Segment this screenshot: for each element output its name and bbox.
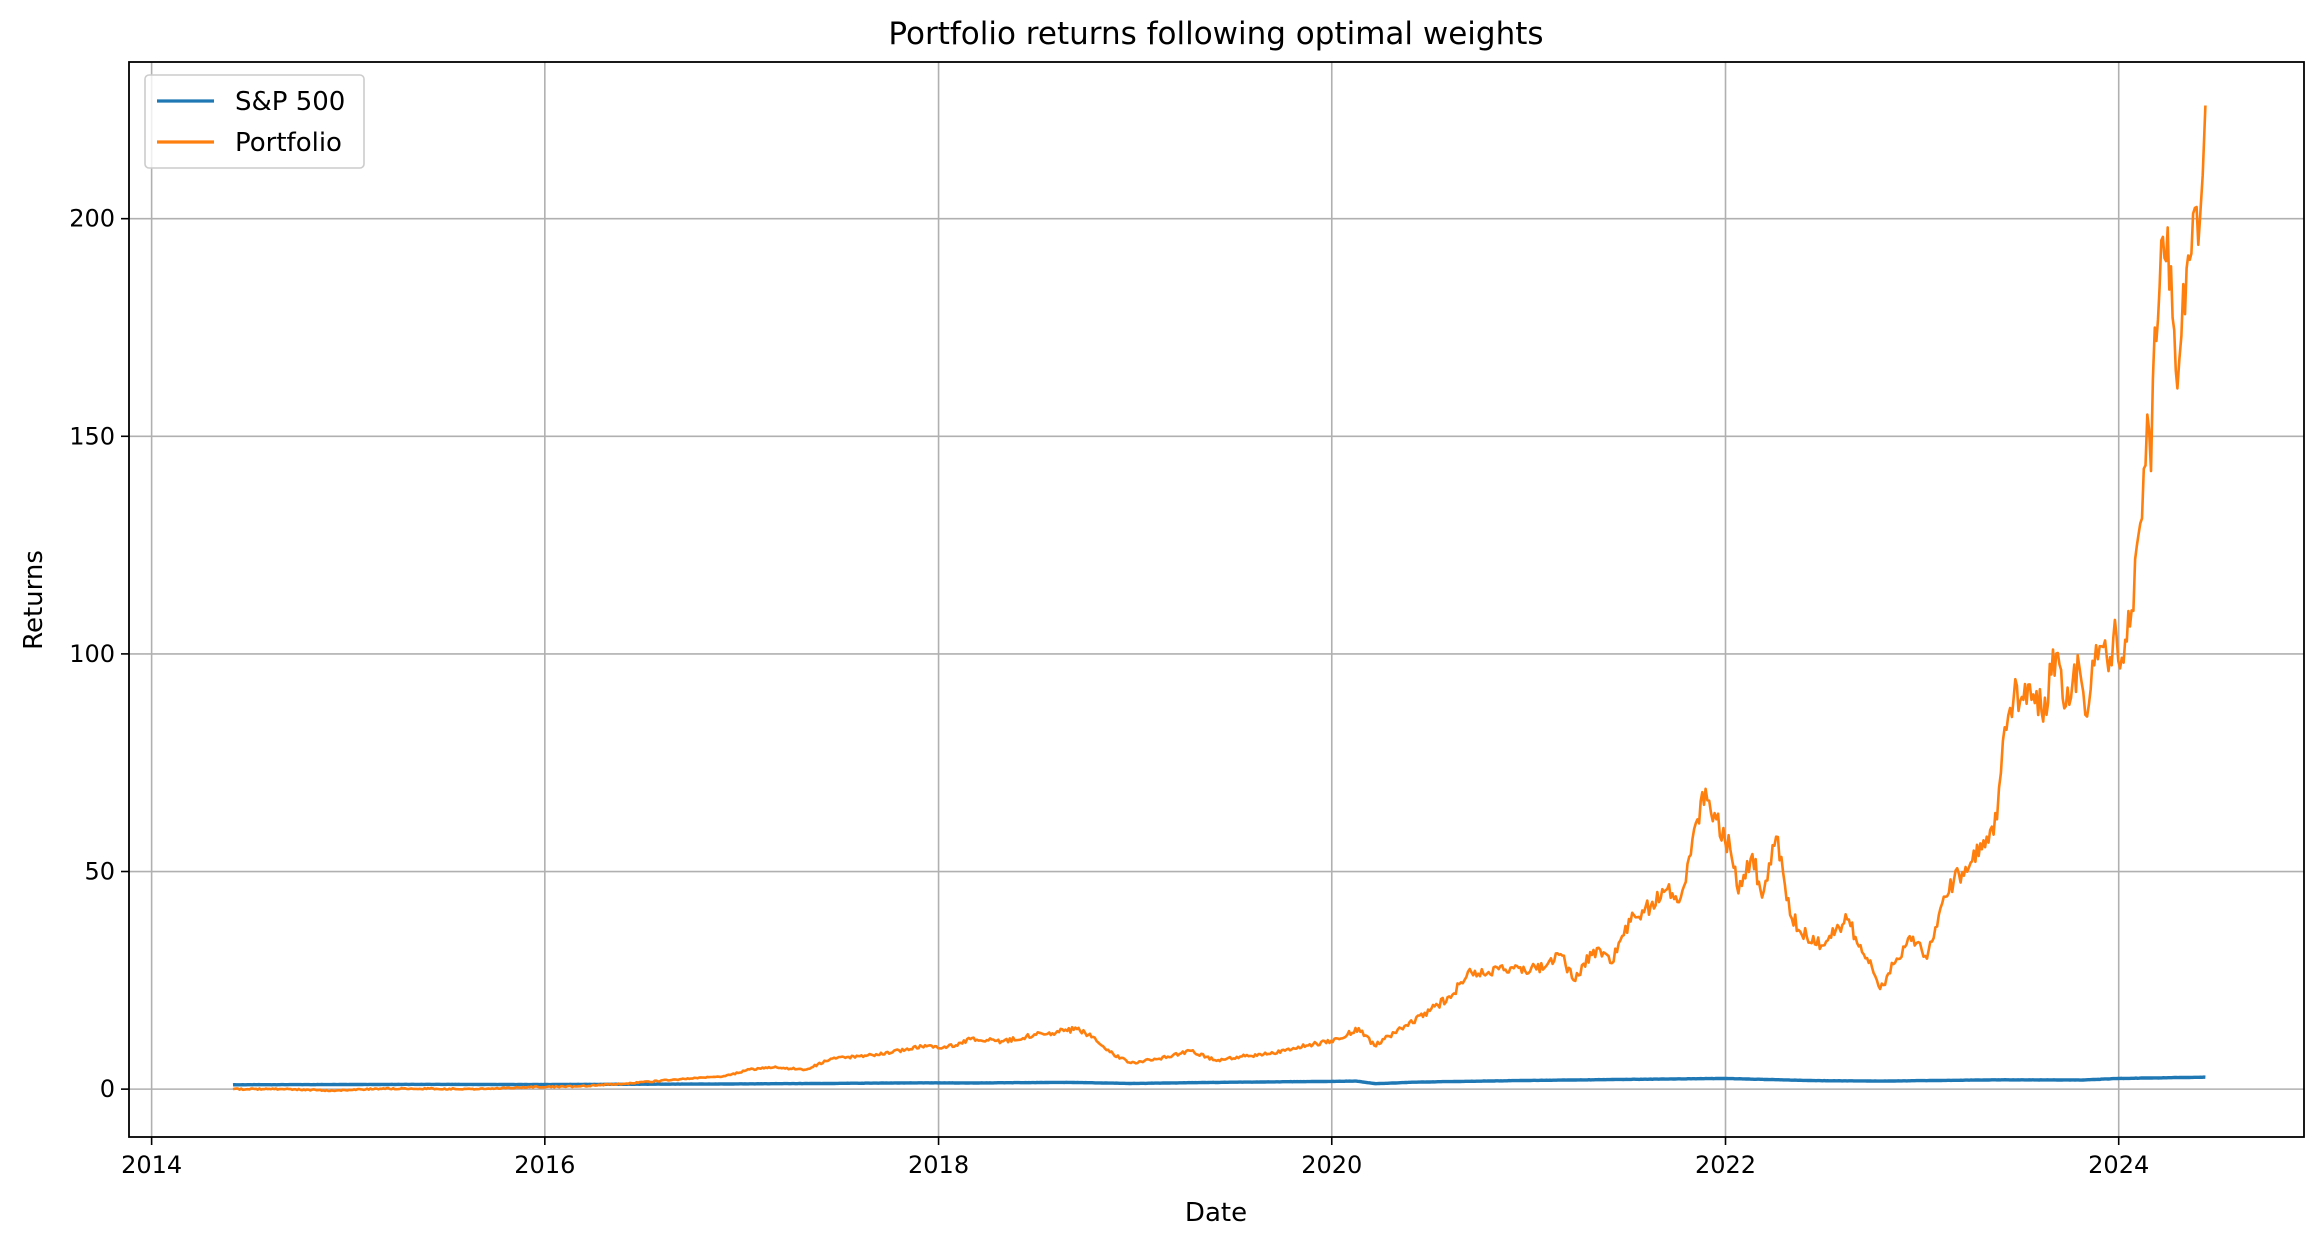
y-tick-label: 150 (69, 422, 115, 450)
y-axis-ticks: 0 50 100 150 200 (69, 205, 129, 1103)
legend: S&P 500 Portfolio (144, 74, 365, 169)
x-tick-label: 2016 (514, 1151, 575, 1179)
legend-box (144, 74, 365, 169)
grid-lines (129, 62, 2304, 1137)
series-line-portfolio (232, 105, 2207, 1093)
legend-label-portfolio: Portfolio (235, 128, 342, 158)
series-line-s-p-500 (232, 1075, 2206, 1087)
chart-title: Portfolio returns following optimal weig… (888, 16, 1543, 52)
x-tick-label: 2024 (2088, 1151, 2149, 1179)
x-tick-label: 2020 (1301, 1151, 1362, 1179)
y-tick-label: 0 (100, 1075, 115, 1103)
legend-label-sp500: S&P 500 (235, 87, 345, 117)
y-tick-label: 50 (84, 858, 115, 886)
x-axis-ticks: 2014 2016 2018 2020 2022 2024 (121, 1137, 2149, 1179)
y-axis-label: Returns (19, 550, 49, 650)
x-axis-label: Date (1185, 1198, 1247, 1228)
y-tick-label: 100 (69, 640, 115, 668)
x-tick-label: 2022 (1695, 1151, 1756, 1179)
plot-frame (128, 61, 2305, 1138)
series-lines (232, 105, 2207, 1093)
x-tick-label: 2018 (908, 1151, 969, 1179)
x-tick-label: 2014 (121, 1151, 182, 1179)
y-tick-label: 200 (69, 205, 115, 233)
